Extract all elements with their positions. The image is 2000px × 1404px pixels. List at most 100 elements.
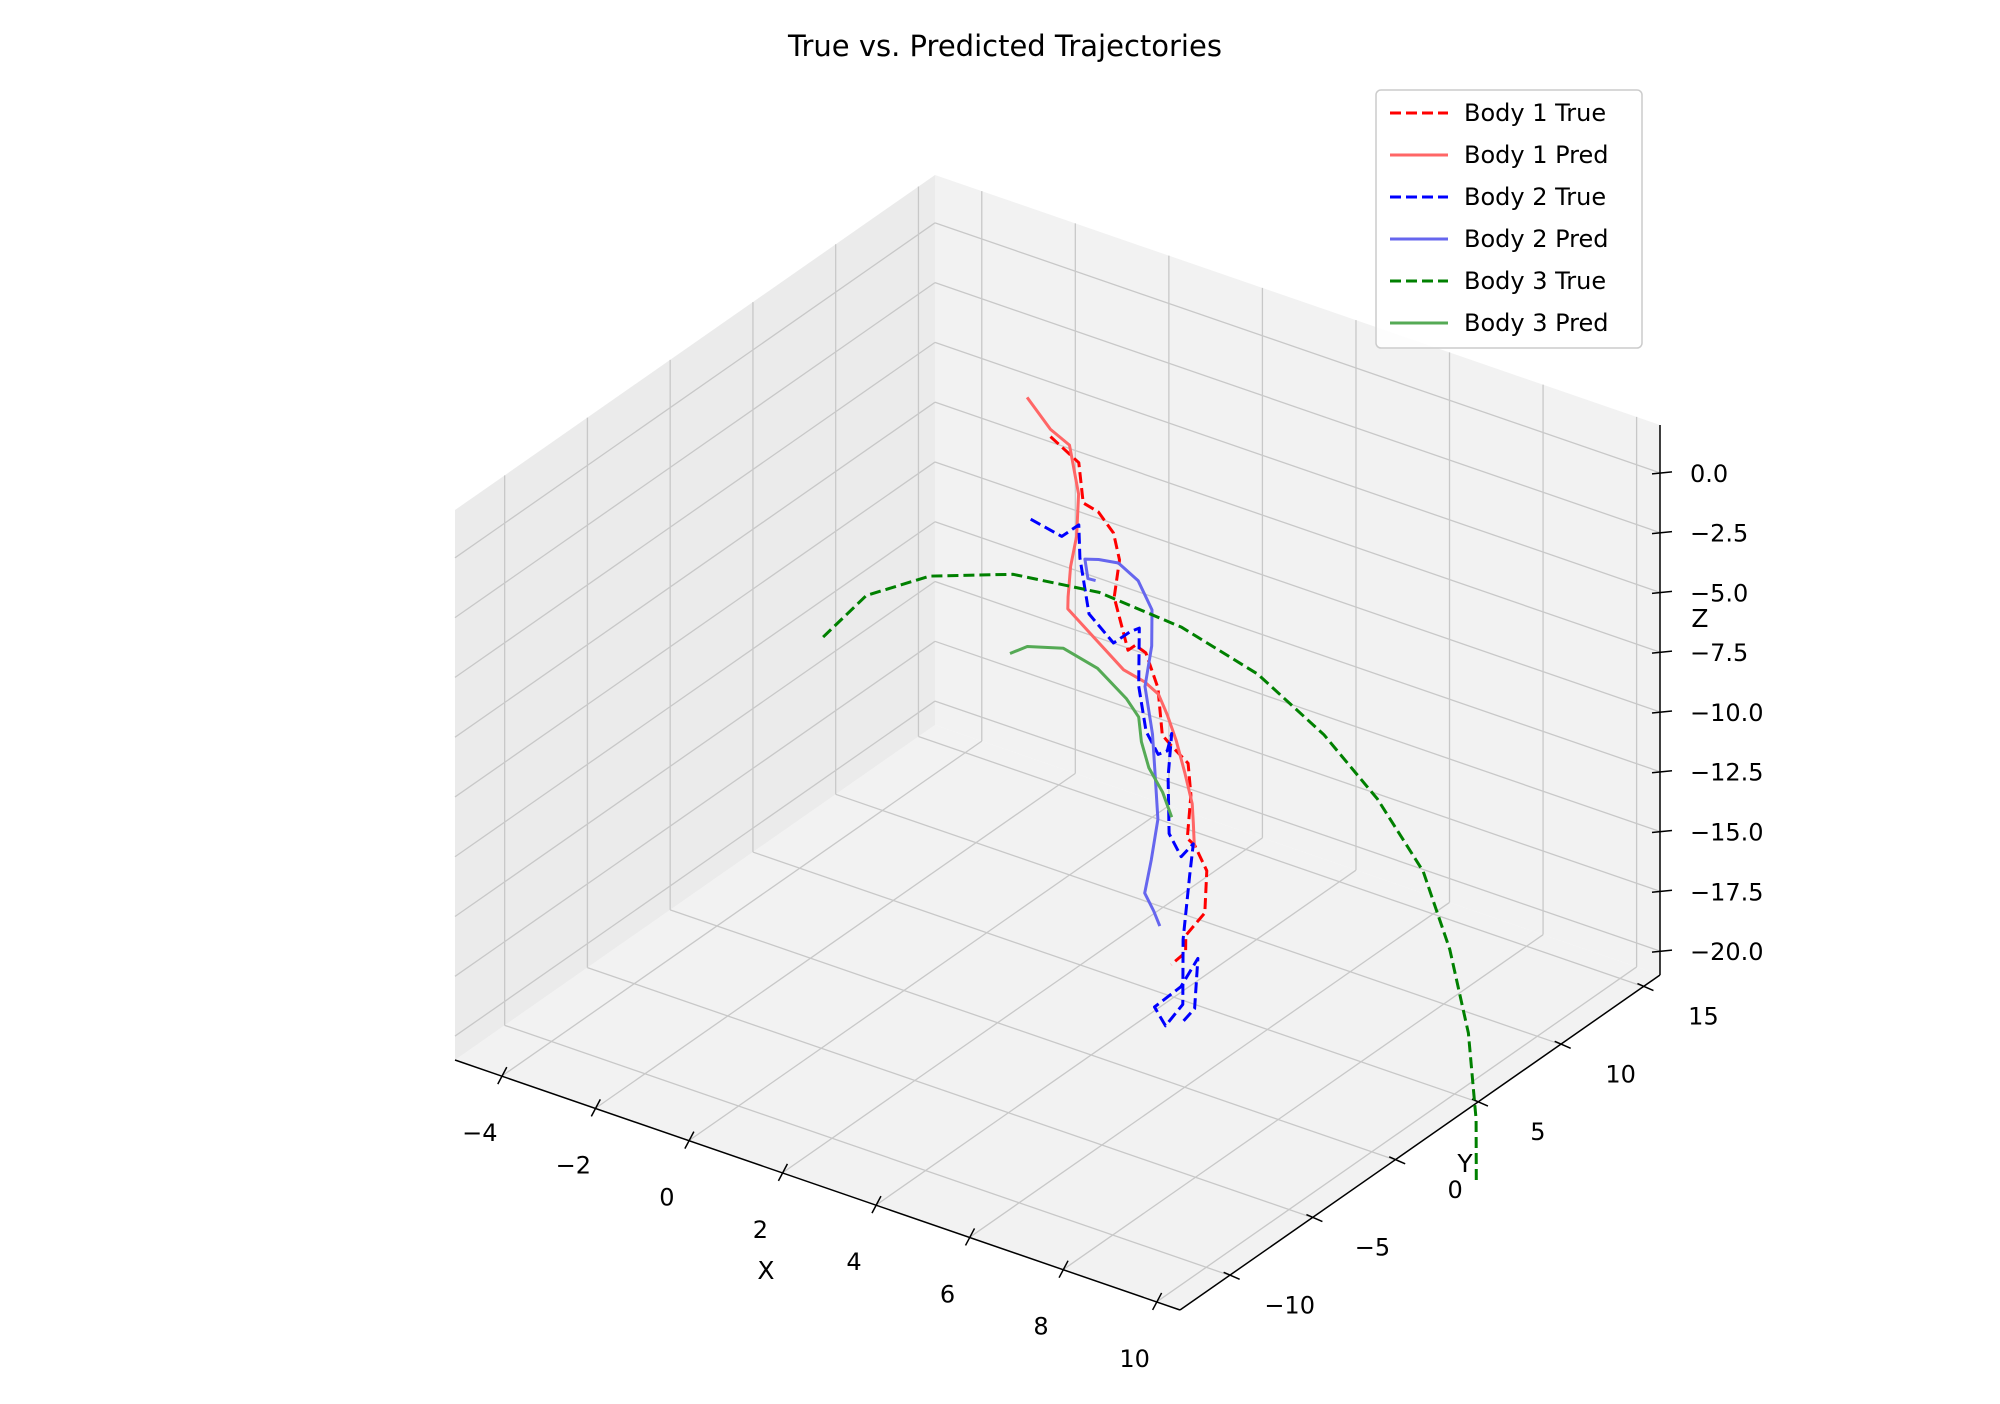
x-tick: [777, 1163, 789, 1182]
y-tick-label: 0: [1448, 1176, 1463, 1204]
y-tick-label: 15: [1688, 1003, 1719, 1031]
y-axis-label: Y: [1456, 1149, 1473, 1178]
x-tick-label: 10: [1119, 1345, 1150, 1373]
grid-line-z-back: [934, 521, 1661, 773]
z-tick-label: −20.0: [1690, 938, 1764, 966]
legend-entry: Body 3 Pred: [1464, 309, 1609, 337]
x-tick-label: −2: [556, 1151, 591, 1179]
grid-line-z-side: [454, 580, 936, 918]
z-tick-label: −5.0: [1690, 579, 1748, 607]
grid-line-x-floor: [501, 740, 983, 1077]
legend-entry: Body 3 True: [1464, 267, 1606, 295]
legend-entry: Body 1 Pred: [1464, 141, 1609, 169]
grid-line-y-floor: [752, 851, 1479, 1103]
x-tick-label: 4: [846, 1248, 861, 1276]
side-pane: [455, 175, 935, 1060]
grid-line-z-side: [454, 341, 936, 678]
z-tick-label: −2.5: [1690, 520, 1748, 548]
grid-line-y-floor: [669, 909, 1396, 1161]
legend-entry: Body 2 Pred: [1464, 225, 1609, 253]
series-line-body2-pred: [1083, 557, 1162, 927]
x-tick-label: −4: [462, 1119, 497, 1147]
grid-line-z-side: [454, 700, 936, 1037]
grid-line-y-floor: [918, 735, 1644, 988]
z-tick-label: −15.0: [1690, 819, 1764, 847]
grid-line-z-side: [454, 401, 936, 738]
x-tick-label: 2: [753, 1216, 768, 1244]
z-tick-label: −10.0: [1690, 699, 1764, 727]
z-axis-label: Z: [1691, 604, 1708, 633]
y-axis-line: [1179, 974, 1661, 1311]
x-axis-line: [454, 1059, 1181, 1311]
grid-line-z-side: [454, 282, 936, 619]
series-line-body1-true: [1049, 435, 1209, 966]
x-tick: [964, 1228, 976, 1246]
legend-entry: Body 1 True: [1464, 99, 1606, 127]
z-tick-label: −17.5: [1690, 878, 1764, 906]
y-tick-label: 5: [1530, 1118, 1545, 1146]
grid-line-z-back: [934, 401, 1661, 653]
series-line-body3-true: [822, 572, 1478, 1182]
z-tick: [1651, 889, 1673, 894]
grid-line-x-floor: [875, 869, 1357, 1206]
grid-lines: [454, 186, 1661, 1303]
x-tick: [497, 1066, 508, 1085]
grid-line-x-floor: [688, 805, 1170, 1142]
grid-line-z-back: [934, 341, 1661, 594]
y-tick-label: 10: [1605, 1060, 1636, 1088]
legend-entry: Body 2 True: [1464, 183, 1606, 211]
y-tick: [1388, 1156, 1406, 1165]
z-tick: [1651, 530, 1673, 535]
chart-title: True vs. Predicted Trajectories: [787, 29, 1222, 63]
grid-line-x-floor: [1062, 934, 1544, 1271]
z-tick: [1651, 471, 1673, 475]
series-layer: [822, 396, 1478, 1182]
series-line-body1-pred: [1025, 396, 1196, 849]
legend: Body 1 True Body 1 Pred Body 2 True Body 2 …: [1375, 89, 1643, 349]
y-tick: [1223, 1271, 1240, 1281]
grid-line-z-side: [454, 461, 936, 798]
grid-line-z-back: [934, 580, 1661, 833]
x-tick: [590, 1099, 601, 1117]
z-tick-label: −7.5: [1690, 639, 1748, 667]
y-tick: [1637, 982, 1654, 992]
tick-marks: −4 −2 0 2 4 6 8 10 −10 −5 0 5 10 15 0.0 −2.5 −5.0 −7.5 −10…: [462, 460, 1763, 1373]
grid-line-z-back: [934, 461, 1661, 713]
back-pane: [935, 175, 1660, 975]
z-tick-label: −12.5: [1690, 759, 1764, 787]
x-tick: [1058, 1260, 1069, 1279]
grid-line-y-floor: [504, 1024, 1230, 1276]
z-tick-label: 0.0: [1690, 460, 1728, 488]
z-tick: [1651, 949, 1673, 953]
x-axis-label: X: [757, 1256, 774, 1285]
series-line-body3-pred: [1009, 645, 1174, 818]
x-tick-label: 0: [659, 1184, 674, 1212]
x-tick-label: 6: [940, 1280, 955, 1308]
x-tick: [684, 1131, 695, 1149]
y-tick-label: −5: [1355, 1234, 1390, 1262]
grid-line-z-back: [934, 222, 1661, 474]
series-line-body2-true: [1029, 517, 1200, 1028]
y-tick: [1554, 1040, 1571, 1049]
x-tick: [871, 1195, 882, 1214]
grid-line-z-back: [934, 640, 1661, 892]
grid-line-z-back: [934, 700, 1661, 952]
grid-line-x-floor: [782, 837, 1263, 1174]
z-tick: [1651, 650, 1673, 654]
grid-line-x-floor: [1156, 966, 1637, 1303]
z-tick: [1651, 710, 1673, 714]
y-tick: [1306, 1213, 1323, 1223]
grid-line-x-floor: [594, 772, 1076, 1109]
z-tick: [1651, 829, 1673, 834]
grid-line-y-floor: [587, 966, 1313, 1219]
grid-line-z-side: [454, 222, 936, 559]
z-tick: [1651, 769, 1673, 774]
grid-line-z-back: [934, 281, 1661, 534]
grid-line-x-floor: [969, 901, 1450, 1238]
z-tick: [1651, 590, 1673, 595]
x-tick-label: 8: [1033, 1313, 1048, 1341]
y-tick: [1471, 1098, 1489, 1107]
y-tick-label: −10: [1264, 1291, 1315, 1319]
